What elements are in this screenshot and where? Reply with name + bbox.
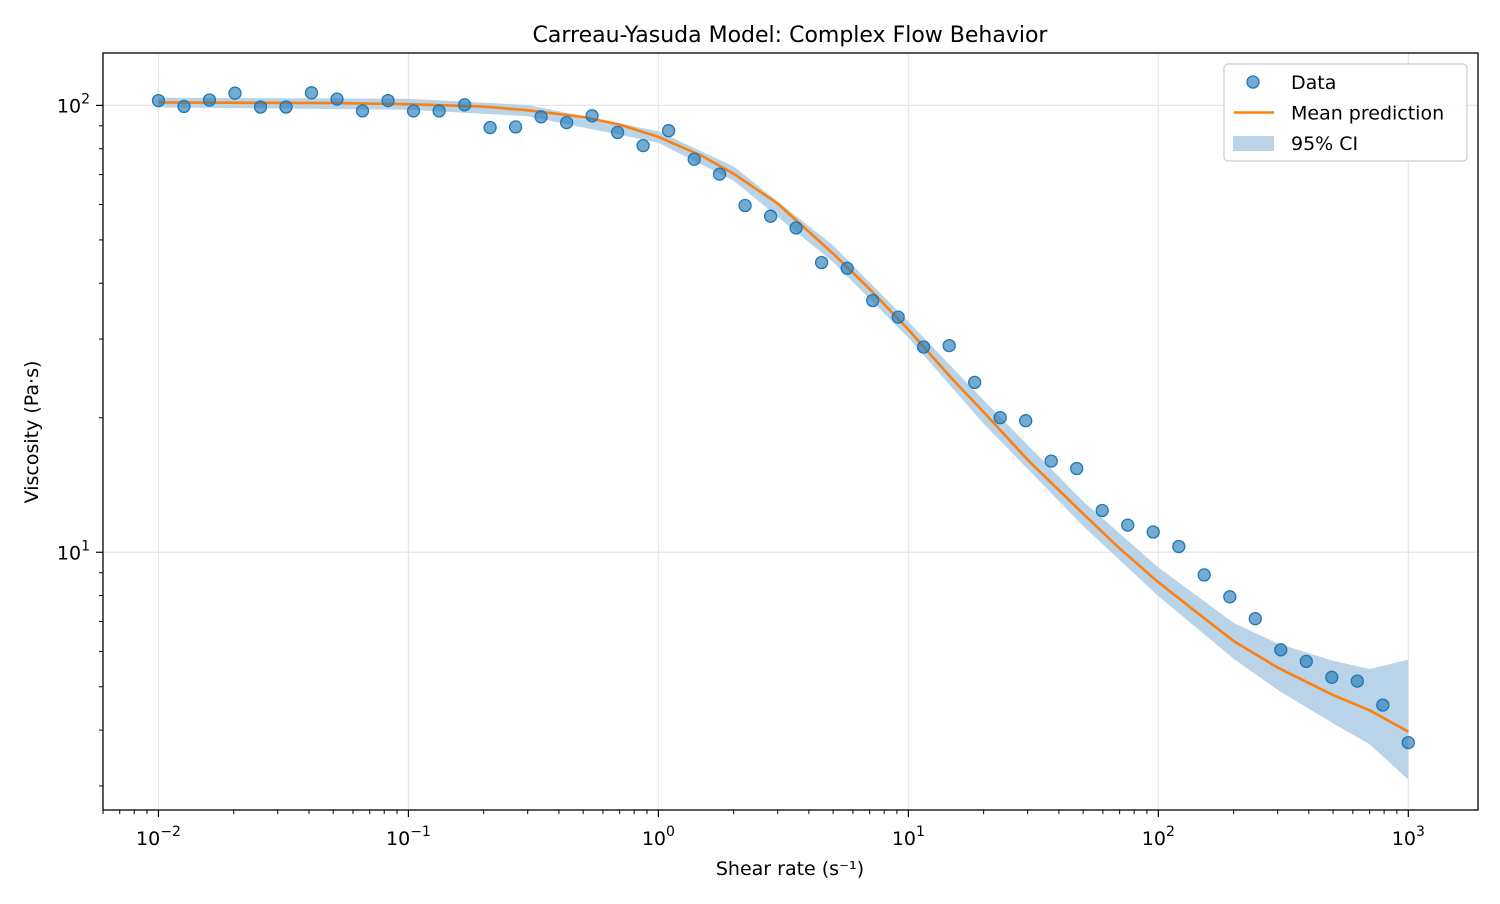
mean-line-layer <box>158 101 1409 733</box>
ticks-layer: 10−2 10−1 100 101 102 103 101 102 <box>57 91 1425 850</box>
data-point <box>457 98 472 112</box>
legend-label: 95% CI <box>1291 133 1358 155</box>
mean-prediction-line <box>158 101 1409 733</box>
data-point <box>279 100 293 114</box>
data-point <box>1350 674 1364 688</box>
data-point <box>1401 735 1415 750</box>
data-point <box>993 411 1007 425</box>
data-point <box>712 167 727 181</box>
data-point <box>763 209 778 223</box>
legend-marker-ci <box>1233 136 1274 151</box>
data-point <box>687 152 701 166</box>
data-points-layer <box>151 86 1415 750</box>
x-axis-label: Shear rate (s⁻¹) <box>716 858 864 880</box>
data-point <box>1095 503 1109 518</box>
data-point <box>866 293 880 308</box>
data-point <box>1248 612 1262 626</box>
data-point <box>177 99 191 114</box>
y-tick-label: 101 <box>57 538 90 564</box>
data-point <box>942 338 956 353</box>
data-point <box>636 138 650 153</box>
x-tick-label: 103 <box>1392 824 1425 850</box>
data-point <box>585 109 599 123</box>
x-tick-label: 100 <box>642 824 675 850</box>
data-point <box>1274 643 1288 657</box>
data-point <box>559 115 574 130</box>
data-point <box>1146 525 1160 539</box>
data-point <box>355 104 370 118</box>
data-point <box>483 120 497 135</box>
data-point <box>1172 539 1186 554</box>
data-point <box>202 93 217 107</box>
data-point <box>610 125 625 140</box>
data-point <box>508 120 523 134</box>
data-point <box>968 375 982 390</box>
data-point <box>1325 670 1339 684</box>
data-point <box>1019 414 1033 428</box>
data-point <box>432 104 446 118</box>
data-point <box>840 261 854 275</box>
legend: Data Mean prediction 95% CI <box>1223 63 1468 162</box>
data-point <box>304 86 319 100</box>
data-point <box>330 92 344 106</box>
legend-label: Mean prediction <box>1291 103 1444 125</box>
data-point <box>1121 518 1135 532</box>
y-axis-label: Viscosity (Pa·s) <box>21 361 43 504</box>
data-point <box>1044 454 1058 468</box>
chart-title: Carreau-Yasuda Model: Complex Flow Behav… <box>533 23 1049 48</box>
plot-frame <box>102 52 1479 811</box>
data-point <box>253 100 268 114</box>
data-point <box>661 124 676 138</box>
data-point <box>1070 461 1084 476</box>
legend-marker-data <box>1246 75 1260 89</box>
data-point <box>814 255 829 270</box>
data-point <box>151 93 166 108</box>
data-point <box>738 198 752 213</box>
legend-box <box>1223 63 1468 162</box>
data-point <box>1299 654 1313 669</box>
y-tick-label: 102 <box>57 91 90 117</box>
legend-label: Data <box>1291 72 1336 94</box>
data-point <box>1197 568 1211 582</box>
x-tick-label: 102 <box>1142 824 1175 850</box>
data-point <box>916 340 931 354</box>
data-point <box>789 221 803 235</box>
data-point <box>406 104 421 118</box>
x-tick-label: 10−2 <box>136 824 181 850</box>
x-tick-label: 101 <box>892 824 925 850</box>
x-tick-label: 10−1 <box>386 824 431 850</box>
data-point <box>381 93 395 108</box>
data-point <box>228 86 242 100</box>
data-point <box>1223 590 1237 604</box>
data-point <box>1376 698 1390 712</box>
data-point <box>534 110 548 124</box>
data-point <box>891 310 905 324</box>
